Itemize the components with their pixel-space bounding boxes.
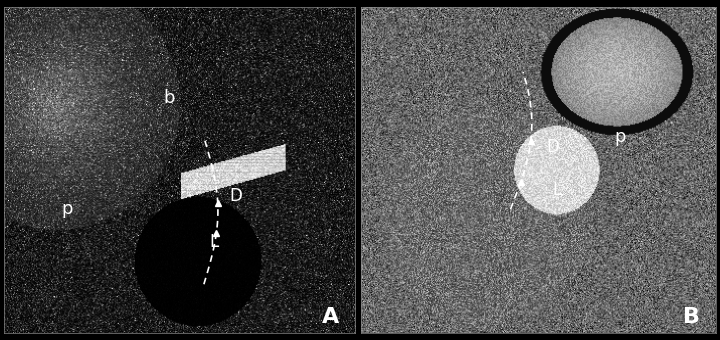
- Text: L: L: [552, 181, 562, 199]
- Text: D: D: [546, 138, 559, 156]
- Text: B: B: [683, 307, 700, 327]
- Text: b: b: [163, 89, 174, 107]
- Text: L: L: [210, 233, 219, 251]
- Text: A: A: [322, 307, 339, 327]
- Text: D: D: [229, 187, 242, 205]
- Text: p: p: [615, 129, 626, 146]
- Text: p: p: [61, 200, 73, 218]
